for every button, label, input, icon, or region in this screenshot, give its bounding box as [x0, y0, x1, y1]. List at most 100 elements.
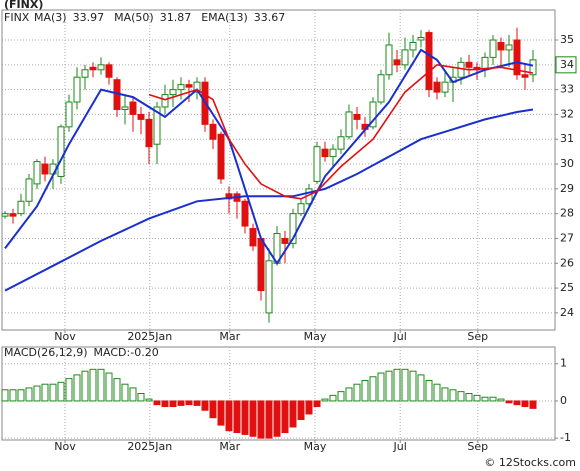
candle-body	[513, 39, 521, 76]
candle-body	[289, 213, 297, 244]
candle-body	[489, 39, 497, 58]
candle-body	[57, 126, 65, 177]
candle-body	[329, 148, 337, 158]
bar	[409, 370, 417, 402]
bar	[57, 381, 65, 402]
line	[148, 63, 534, 200]
bar	[249, 400, 257, 437]
candle-body	[337, 136, 345, 150]
y-tick-label: 35	[560, 33, 574, 46]
bar	[345, 387, 353, 402]
candle-body	[385, 44, 393, 76]
last-price-box	[555, 56, 577, 74]
candle-body	[97, 64, 105, 71]
candle-body	[377, 74, 385, 103]
candle-body	[393, 59, 401, 66]
bar	[233, 400, 241, 434]
x-tick-label: Mar	[219, 330, 240, 343]
candle-body	[265, 260, 273, 314]
candle-body	[297, 203, 305, 215]
bar	[145, 398, 153, 402]
candle-body	[121, 106, 129, 110]
y-tick-label: 0	[560, 394, 567, 407]
y-tick-label: 30	[560, 157, 574, 170]
y-tick-label: 1	[560, 357, 567, 370]
x-tick-label: May	[304, 330, 327, 343]
bar	[105, 372, 113, 402]
candle-body	[25, 178, 33, 202]
bar	[49, 383, 57, 402]
candle-body	[41, 163, 49, 175]
bar	[209, 400, 217, 419]
bar	[297, 400, 305, 421]
bar	[481, 396, 489, 402]
candle-body	[169, 89, 177, 96]
bar	[65, 378, 73, 402]
candle-body	[369, 101, 377, 128]
bar	[529, 400, 537, 409]
bar	[1, 389, 9, 402]
line	[4, 48, 534, 266]
x-tick-label: Sep	[467, 440, 488, 453]
legend-label: MA(50)	[114, 11, 154, 24]
candle-body	[313, 146, 321, 182]
candle-body	[209, 123, 217, 140]
bar	[225, 400, 233, 432]
bar	[417, 374, 425, 402]
candle-body	[465, 61, 473, 68]
candle-body	[89, 66, 97, 71]
candle-body	[441, 81, 449, 93]
last-price-label: 34	[560, 58, 574, 71]
candle-body	[177, 84, 185, 91]
bar	[257, 400, 265, 439]
line	[4, 108, 534, 292]
candle-body	[241, 200, 249, 227]
bar	[369, 376, 377, 402]
plot-area	[1, 9, 556, 331]
bar	[177, 400, 185, 406]
candle-body	[185, 84, 193, 88]
candle-body	[257, 237, 265, 292]
x-tick-label: Sep	[467, 330, 488, 343]
candle-body	[433, 81, 441, 93]
y-tick-label: 29	[560, 182, 574, 195]
candle-body	[417, 37, 425, 41]
candle-body	[505, 44, 513, 51]
bar	[137, 393, 145, 402]
bar	[153, 400, 161, 406]
bar	[361, 379, 369, 402]
candle-body	[321, 148, 329, 158]
legend-value: 31.87	[160, 11, 192, 24]
legend-value: 33.67	[254, 11, 286, 24]
bar	[425, 379, 433, 402]
bar	[353, 383, 361, 402]
bar	[329, 394, 337, 402]
bar	[97, 368, 105, 402]
y-tick-label: 32	[560, 107, 574, 120]
bar	[25, 387, 33, 402]
candle-body	[193, 81, 201, 93]
candle-body	[529, 59, 537, 76]
candle-body	[137, 113, 145, 120]
candle-body	[33, 161, 41, 185]
bar	[201, 400, 209, 411]
bar	[521, 400, 529, 408]
candle-body	[129, 101, 137, 115]
candle-body	[9, 213, 17, 217]
bar	[377, 372, 385, 402]
candle-body	[217, 133, 225, 180]
bar	[401, 368, 409, 402]
candle-body	[401, 49, 409, 66]
candle-body	[497, 41, 505, 51]
bar	[281, 400, 289, 434]
candle-body	[281, 237, 289, 244]
y-tick-label: 31	[560, 132, 574, 145]
bar	[161, 400, 169, 408]
candle-body	[345, 111, 353, 138]
candle-body	[409, 41, 417, 51]
bar	[273, 400, 281, 437]
legend-ticker: FINX	[4, 11, 30, 24]
candle-body	[17, 200, 25, 215]
candle-body	[153, 106, 161, 145]
